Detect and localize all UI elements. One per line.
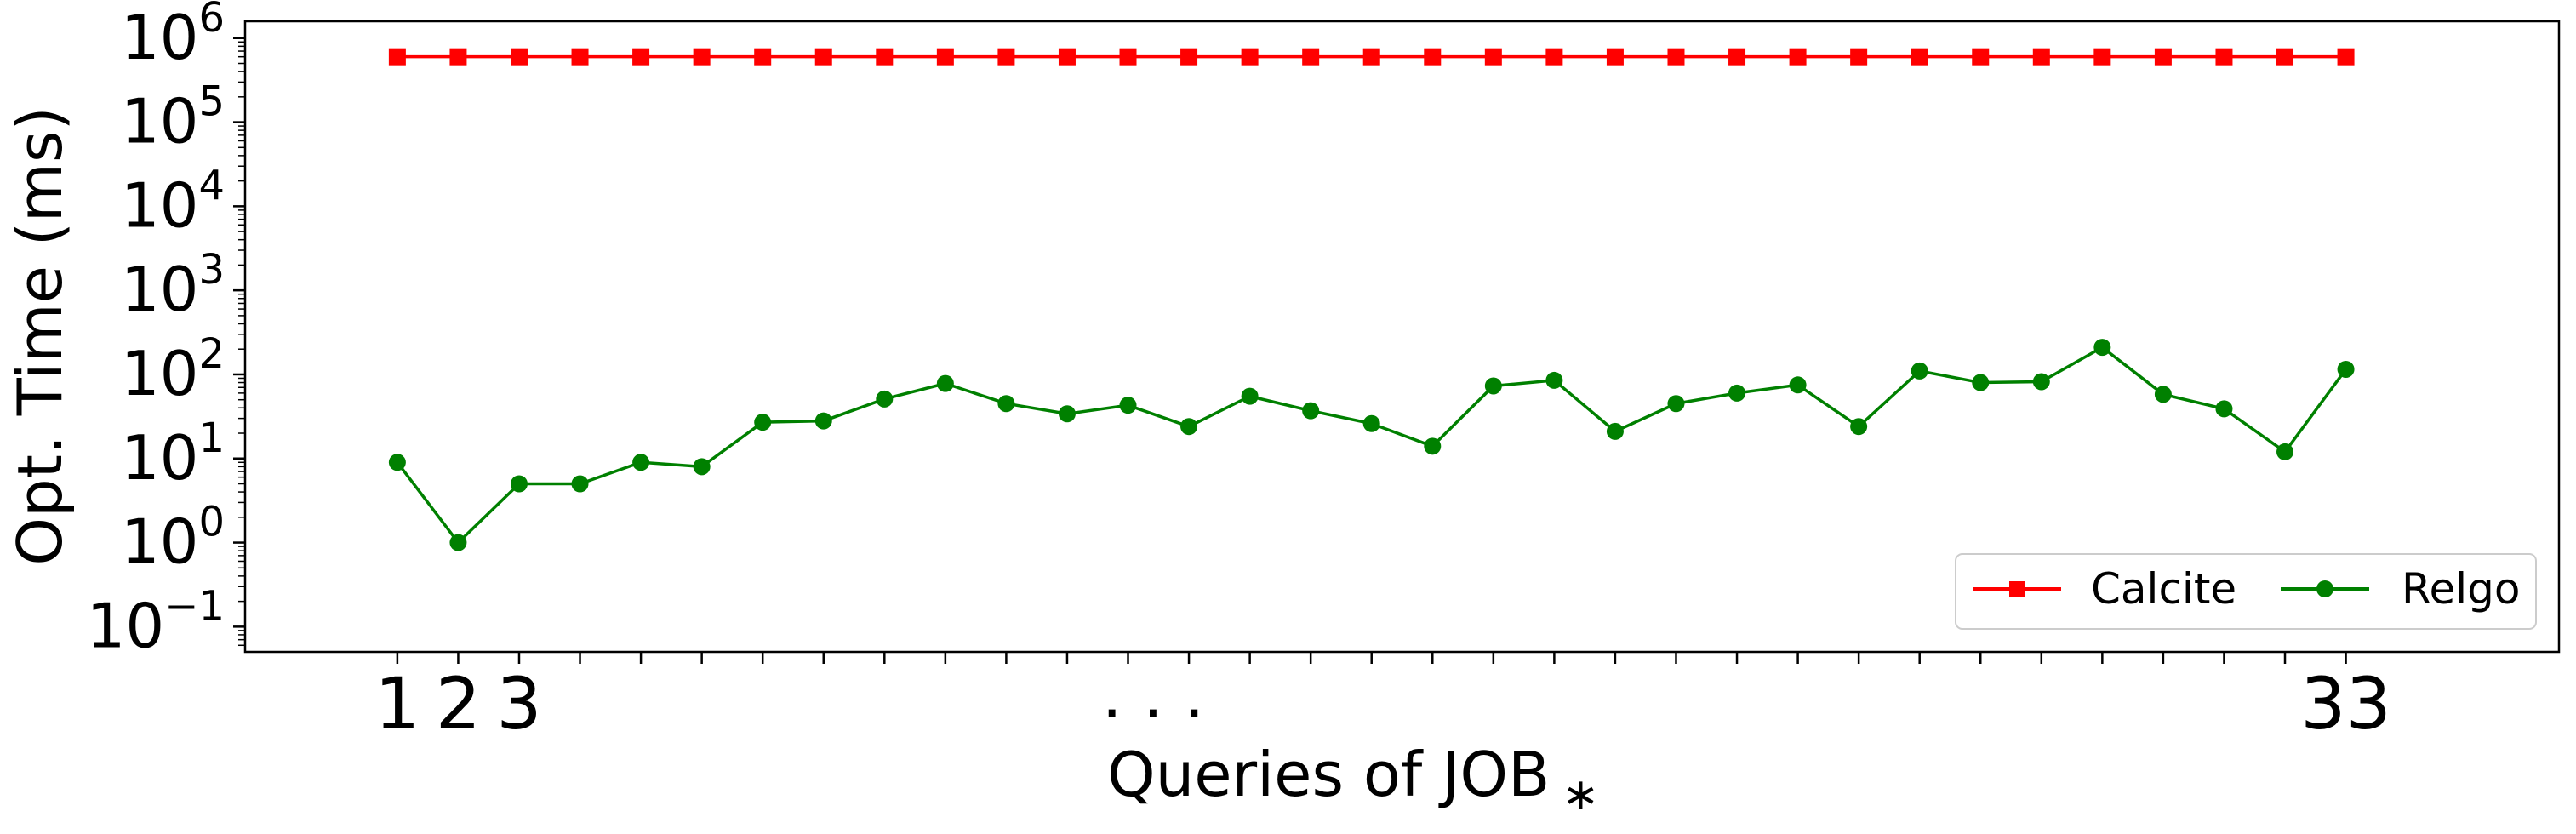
x-axis-label: Queries of JOB ∗ (1107, 739, 1599, 820)
series-point-relgo (1789, 376, 1807, 394)
series-point-calcite (1302, 48, 1320, 66)
series-point-calcite (571, 48, 589, 66)
series-point-relgo (876, 390, 894, 408)
series-point-calcite (1850, 48, 1868, 66)
series-point-calcite (1119, 48, 1137, 66)
x-tick-label: 1 (374, 662, 420, 745)
series-point-calcite (1911, 48, 1928, 66)
x-tick-label: 3 (496, 662, 541, 745)
legend-relgo-marker (2316, 580, 2333, 597)
y-tick-label: 105 (121, 78, 225, 157)
series (388, 48, 2355, 551)
series-point-calcite (1484, 48, 1502, 66)
series-point-relgo (2276, 443, 2294, 460)
legend-relgo-label: Relgo (2402, 564, 2520, 614)
series-point-relgo (1180, 418, 1198, 436)
series-point-relgo (449, 534, 467, 551)
series-point-relgo (1545, 371, 1563, 389)
legend-box (1955, 553, 2537, 630)
y-tick-label: 106 (121, 0, 225, 73)
series-point-relgo (1362, 414, 1380, 432)
series-point-calcite (388, 48, 406, 66)
series-point-relgo (1728, 384, 1746, 402)
series-point-relgo (2154, 386, 2172, 403)
series-point-relgo (1241, 387, 1259, 405)
series-point-relgo (1911, 362, 1928, 380)
series-point-calcite (1972, 48, 1990, 66)
series-point-calcite (1545, 48, 1563, 66)
y-tick-label: 101 (121, 414, 225, 494)
series-point-calcite (693, 48, 711, 66)
series-point-calcite (2032, 48, 2050, 66)
series-point-calcite (1789, 48, 1807, 66)
series-point-relgo (2337, 360, 2355, 378)
series-point-calcite (2276, 48, 2294, 66)
series-point-relgo (2215, 400, 2233, 418)
series-point-calcite (632, 48, 650, 66)
y-tick-label: 100 (121, 499, 225, 578)
series-point-relgo (1667, 395, 1685, 413)
series-point-calcite (1241, 48, 1259, 66)
x-ellipsis: . . . (1102, 657, 1205, 733)
series-point-calcite (1424, 48, 1442, 66)
legend: Calcite Relgo (1955, 553, 2537, 630)
series-point-relgo (632, 454, 650, 471)
series-point-relgo (510, 475, 528, 493)
series-point-relgo (1302, 402, 1320, 420)
y-tick-label: 104 (121, 162, 225, 241)
legend-calcite-marker (2009, 581, 2025, 597)
series-point-calcite (997, 48, 1015, 66)
series-point-relgo (388, 454, 406, 471)
plot-frame (243, 20, 2561, 654)
series-point-relgo (936, 374, 954, 392)
series-point-calcite (814, 48, 832, 66)
series-point-relgo (754, 414, 772, 431)
series-point-relgo (2093, 339, 2111, 357)
y-tick-label: 10−1 (87, 582, 225, 661)
series-point-calcite (1362, 48, 1380, 66)
series-point-calcite (2215, 48, 2233, 66)
x-axis-label-text: Queries of JOB (1107, 739, 1551, 810)
series-point-calcite (2093, 48, 2111, 66)
series-point-calcite (754, 48, 772, 66)
series-point-calcite (2154, 48, 2172, 66)
series-point-calcite (1606, 48, 1624, 66)
y-tick-label: 103 (121, 246, 225, 325)
series-point-calcite (510, 48, 528, 66)
series-point-relgo (1606, 422, 1624, 440)
series-point-calcite (1728, 48, 1746, 66)
series-point-relgo (1850, 418, 1868, 436)
series-point-calcite (1058, 48, 1076, 66)
series-point-relgo (571, 475, 589, 493)
series-point-calcite (936, 48, 954, 66)
series-point-calcite (1667, 48, 1685, 66)
series-line-relgo (396, 346, 2347, 546)
series-point-relgo (997, 395, 1015, 413)
legend-calcite-label: Calcite (2091, 564, 2236, 614)
series-point-calcite (1180, 48, 1198, 66)
series-point-calcite (449, 48, 467, 66)
y-axis-label: Opt. Time (ms) (4, 106, 76, 565)
series-point-relgo (2032, 373, 2050, 391)
x-tick-label: 33 (2300, 662, 2391, 745)
x-axis-label-subscript: ∗ (1562, 769, 1599, 820)
series-point-calcite (876, 48, 894, 66)
series-point-relgo (1424, 437, 1442, 455)
series-point-relgo (1058, 405, 1076, 423)
series-point-relgo (1119, 397, 1137, 414)
series-point-relgo (693, 458, 711, 476)
x-tick-label: 2 (436, 662, 481, 745)
y-tick-label: 102 (121, 330, 225, 409)
series-point-relgo (1484, 377, 1502, 395)
series-point-relgo (814, 412, 832, 430)
series-point-relgo (1972, 374, 1990, 391)
series-point-calcite (2337, 48, 2355, 66)
